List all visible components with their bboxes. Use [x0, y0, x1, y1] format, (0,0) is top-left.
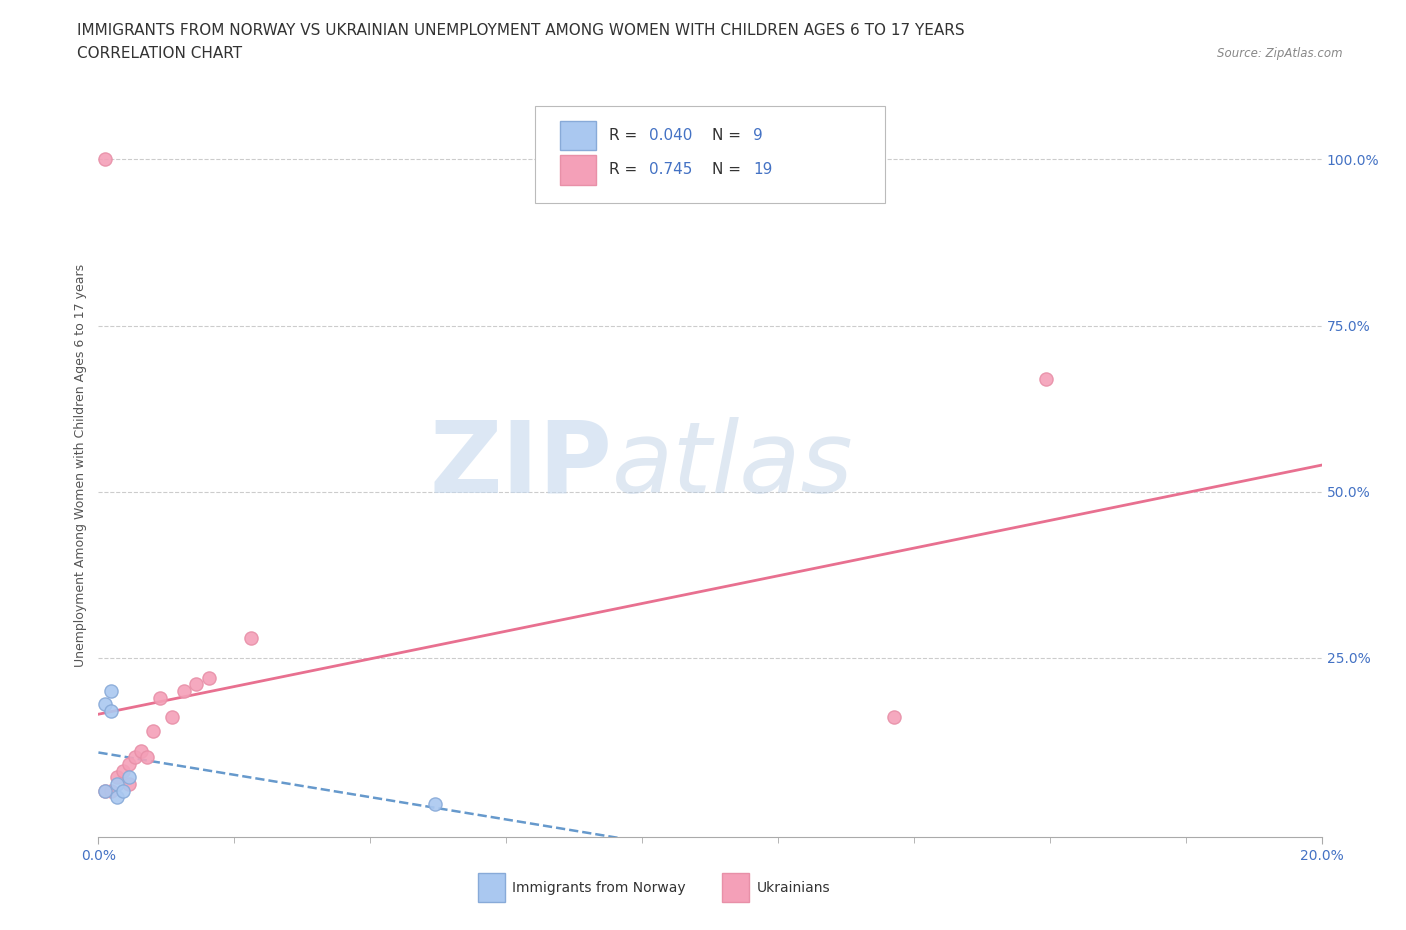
Point — [129, 743, 152, 758]
Point — [93, 783, 115, 798]
Point — [93, 697, 115, 711]
Text: Source: ZipAtlas.com: Source: ZipAtlas.com — [1218, 46, 1343, 60]
Point — [100, 703, 122, 718]
Point — [118, 777, 141, 791]
Point — [240, 631, 263, 645]
Point — [111, 764, 134, 778]
Point — [186, 677, 208, 692]
Point — [124, 750, 146, 764]
Point — [883, 710, 905, 724]
Point — [136, 750, 159, 764]
Point — [93, 152, 115, 166]
Text: 0.745: 0.745 — [648, 162, 692, 177]
FancyBboxPatch shape — [560, 154, 596, 184]
Point — [149, 690, 172, 705]
Point — [197, 671, 219, 685]
Text: atlas: atlas — [612, 417, 853, 513]
Text: IMMIGRANTS FROM NORWAY VS UKRAINIAN UNEMPLOYMENT AMONG WOMEN WITH CHILDREN AGES : IMMIGRANTS FROM NORWAY VS UKRAINIAN UNEM… — [77, 23, 965, 38]
Text: R =: R = — [609, 162, 641, 177]
FancyBboxPatch shape — [478, 873, 505, 902]
Point — [423, 796, 446, 811]
Text: ZIP: ZIP — [429, 417, 612, 513]
Point — [111, 783, 134, 798]
Text: R =: R = — [609, 128, 641, 143]
Text: N =: N = — [713, 128, 747, 143]
Text: CORRELATION CHART: CORRELATION CHART — [77, 46, 242, 61]
Point — [105, 770, 128, 785]
Point — [105, 790, 128, 804]
FancyBboxPatch shape — [723, 873, 749, 902]
Point — [1035, 371, 1057, 386]
Point — [173, 684, 195, 698]
Text: 19: 19 — [752, 162, 772, 177]
Text: 0.040: 0.040 — [648, 128, 692, 143]
Text: N =: N = — [713, 162, 747, 177]
FancyBboxPatch shape — [536, 106, 884, 203]
Point — [105, 777, 128, 791]
Point — [100, 684, 122, 698]
Point — [142, 724, 165, 738]
Text: Ukrainians: Ukrainians — [756, 881, 830, 895]
Point — [93, 783, 115, 798]
Text: Immigrants from Norway: Immigrants from Norway — [512, 881, 686, 895]
Point — [118, 770, 141, 785]
Point — [160, 710, 183, 724]
Y-axis label: Unemployment Among Women with Children Ages 6 to 17 years: Unemployment Among Women with Children A… — [75, 263, 87, 667]
Point — [118, 756, 141, 771]
FancyBboxPatch shape — [560, 121, 596, 151]
Text: 9: 9 — [752, 128, 762, 143]
Point — [100, 783, 122, 798]
